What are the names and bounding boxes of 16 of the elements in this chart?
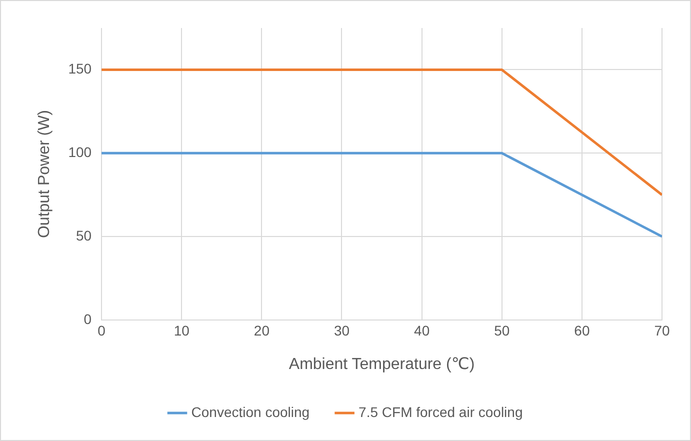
x-tick-label: 50 <box>494 322 510 338</box>
legend-label: Convection cooling <box>191 404 310 420</box>
y-tick-label: 100 <box>68 144 92 160</box>
y-tick-label: 50 <box>76 227 92 244</box>
x-tick-label: 10 <box>174 322 190 338</box>
x-tick-label: 40 <box>414 322 430 338</box>
x-tick-label: 60 <box>574 322 590 338</box>
legend-label: 7.5 CFM forced air cooling <box>358 404 523 420</box>
x-tick-label: 20 <box>254 322 270 338</box>
y-tick-label: 150 <box>68 60 92 77</box>
x-tick-label: 70 <box>654 322 670 338</box>
y-tick-label: 0 <box>84 310 92 327</box>
x-tick-label: 0 <box>98 322 106 338</box>
x-tick-label: 30 <box>334 322 350 338</box>
y-axis-title: Output Power (W) <box>36 110 54 238</box>
x-axis-title: Ambient Temperature (℃) <box>288 356 475 373</box>
